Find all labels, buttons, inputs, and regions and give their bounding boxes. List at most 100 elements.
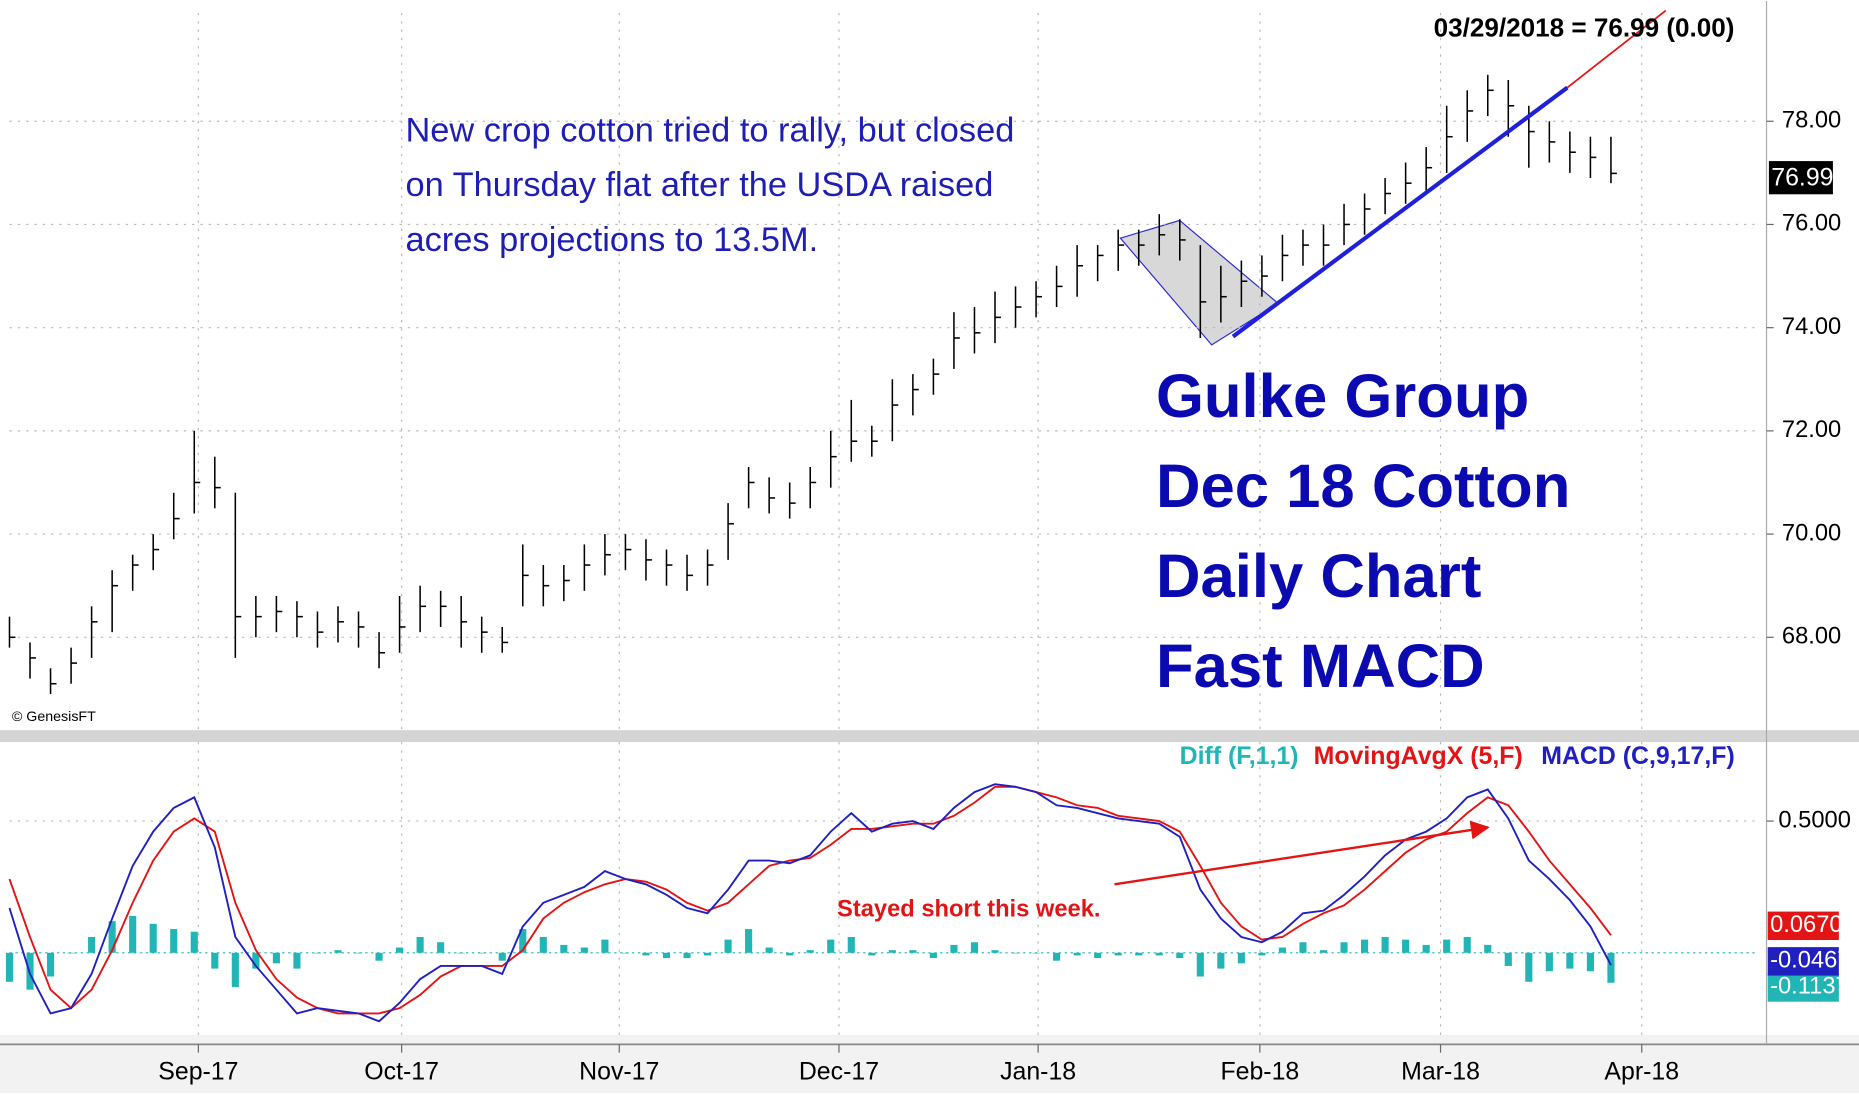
histogram-bar xyxy=(1422,944,1430,953)
histogram-bar xyxy=(129,915,137,953)
y-tick-label: 76.00 xyxy=(1782,211,1841,237)
macd-annotation: Stayed short this week. xyxy=(837,897,1100,923)
legend-entry: MovingAvgX (5,F) xyxy=(1314,742,1523,770)
histogram-bar xyxy=(1525,952,1533,982)
legend-entry: MACD (C,9,17,F) xyxy=(1541,742,1735,770)
histogram-bar xyxy=(1340,942,1348,953)
histogram-bar xyxy=(827,939,835,953)
histogram-bar xyxy=(334,950,342,953)
histogram-bar xyxy=(662,952,671,959)
histogram-bar xyxy=(991,950,999,953)
histogram-bar xyxy=(396,947,404,953)
histogram-bar xyxy=(1545,952,1553,972)
panel-separator xyxy=(0,730,1859,743)
histogram-bar xyxy=(88,936,96,953)
histogram-bar xyxy=(1381,936,1389,953)
last-price-label: 76.99 xyxy=(1771,163,1833,191)
histogram-bar xyxy=(1463,936,1471,953)
histogram-bar xyxy=(211,952,219,969)
histogram-bar xyxy=(1607,952,1615,983)
histogram-bar xyxy=(950,944,958,953)
histogram-bar xyxy=(1278,947,1286,953)
histogram-bar xyxy=(909,950,917,953)
histogram-bar xyxy=(170,929,178,953)
overlay-title: Fast MACD xyxy=(1156,632,1485,701)
x-tick-label: Apr-18 xyxy=(1604,1057,1679,1085)
macd-line xyxy=(8,785,1612,1015)
histogram-bar xyxy=(108,921,116,953)
x-tick-label: Mar-18 xyxy=(1401,1057,1480,1085)
histogram-bar xyxy=(1258,952,1266,956)
annotation-line: on Thursday flat after the USDA raised xyxy=(405,166,993,204)
annotation-line: acres projections to 13.5M. xyxy=(405,221,818,259)
credit: © GenesisFT xyxy=(12,709,96,725)
histogram-bar xyxy=(642,952,650,956)
histogram-bar xyxy=(786,952,794,956)
x-tick-label: Sep-17 xyxy=(158,1057,238,1085)
last-value-box xyxy=(1767,947,1839,976)
histogram-bar xyxy=(847,936,855,953)
histogram-bar xyxy=(293,952,301,969)
histogram-bar xyxy=(601,939,609,953)
last-value-box xyxy=(1767,911,1839,941)
histogram-bar xyxy=(621,952,629,954)
last-value-label: 0.0670 xyxy=(1770,912,1842,938)
histogram-bar xyxy=(1053,952,1061,961)
overlay-title: Daily Chart xyxy=(1156,542,1481,611)
histogram-bar xyxy=(683,952,691,959)
histogram-bar xyxy=(416,936,424,953)
x-tick-label: Jan-18 xyxy=(1000,1057,1076,1085)
histogram-bar xyxy=(539,936,547,953)
histogram-bar xyxy=(929,952,937,959)
histogram-bar xyxy=(868,952,876,956)
trend-extension xyxy=(1566,9,1667,89)
last-price-box xyxy=(1768,161,1833,195)
plot-layer xyxy=(5,12,1755,1039)
x-tick-label: Dec-17 xyxy=(799,1057,879,1085)
histogram-bar xyxy=(745,929,753,953)
histogram-bar xyxy=(1196,952,1204,977)
histogram-bar xyxy=(888,950,896,953)
histogram-bar xyxy=(580,947,588,953)
y-tick-label: 0.5000 xyxy=(1778,807,1850,833)
histogram-bar xyxy=(1566,952,1574,969)
histogram-bar xyxy=(231,952,239,988)
histogram-bar xyxy=(765,947,773,953)
annotation-line: New crop cotton tried to rally, but clos… xyxy=(405,112,1014,150)
y-tick-label: 78.00 xyxy=(1782,108,1841,134)
price-header: 03/29/2018 = 76.99 (0.00) xyxy=(1434,12,1735,42)
histogram-bar xyxy=(190,931,198,953)
overlay-title: Gulke Group xyxy=(1156,362,1529,431)
histogram-bar xyxy=(498,952,506,961)
histogram-bar xyxy=(1361,939,1369,953)
histogram-bar xyxy=(1176,952,1184,959)
y-tick-label: 72.00 xyxy=(1782,417,1841,443)
macd-line xyxy=(8,783,1612,1023)
histogram-bar xyxy=(149,923,157,953)
y-tick-label: 70.00 xyxy=(1782,520,1841,546)
trend-line xyxy=(1231,85,1569,339)
histogram-bar xyxy=(354,952,363,954)
histogram-bar xyxy=(457,952,465,954)
histogram-bar xyxy=(1011,952,1020,954)
histogram-bar xyxy=(560,944,568,953)
histogram-bar xyxy=(5,952,14,982)
histogram-bar xyxy=(1504,952,1512,966)
histogram-bar xyxy=(252,952,260,969)
histogram-bar xyxy=(1155,952,1163,956)
histogram-bar xyxy=(724,939,732,953)
histogram-bar xyxy=(437,942,445,953)
histogram-bar xyxy=(1319,950,1328,953)
histogram-bar xyxy=(1073,952,1081,956)
histogram-bar xyxy=(46,952,55,977)
annotation-arrow xyxy=(1114,820,1490,886)
last-value-label: -0.0467 xyxy=(1770,948,1850,974)
x-tick-label: Feb-18 xyxy=(1220,1057,1299,1085)
histogram-bar xyxy=(1586,952,1594,972)
histogram-bar xyxy=(67,952,75,954)
histogram-bar xyxy=(1484,944,1492,953)
histogram-bar xyxy=(704,952,712,956)
histogram-bar xyxy=(272,952,280,964)
